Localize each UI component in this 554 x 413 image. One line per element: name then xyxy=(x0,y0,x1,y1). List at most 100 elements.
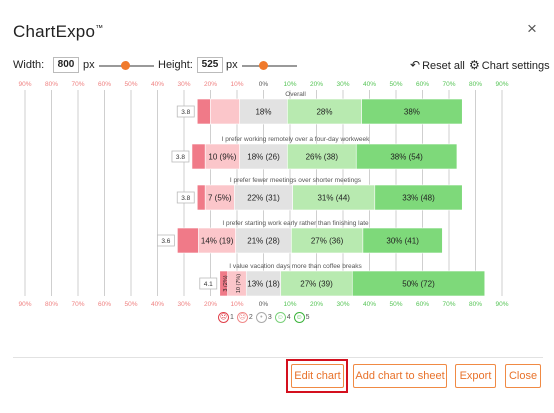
bar-label: 38% (54) xyxy=(390,153,423,162)
bar-label: 27% (36) xyxy=(311,237,344,246)
tick-label-top: 20% xyxy=(310,81,323,88)
tick-label-bottom: 50% xyxy=(389,301,402,308)
tick-label-top: 70% xyxy=(71,81,84,88)
row-title: I prefer fewer meetings over shorter mee… xyxy=(230,177,362,184)
bar-segment-3 xyxy=(235,227,292,254)
undo-icon: ↶ xyxy=(410,58,421,72)
legend-face-icon: ☺ xyxy=(274,312,286,323)
bar-segment-3 xyxy=(239,143,288,170)
height-slider-handle[interactable] xyxy=(259,61,268,70)
legend-face-icon: ☺ xyxy=(293,312,305,323)
bar-segment-5 xyxy=(361,98,463,125)
avg-box xyxy=(176,105,195,118)
height-slider[interactable] xyxy=(242,61,297,70)
row-title: I value vacation days more than coffee b… xyxy=(229,263,362,270)
trademark: ™ xyxy=(95,23,104,33)
bar-segment-1 xyxy=(196,98,211,125)
close-icon[interactable]: × xyxy=(527,19,537,38)
bar-segment-4 xyxy=(291,227,364,254)
tick-label-top: 70% xyxy=(442,81,455,88)
tick-label-top: 90% xyxy=(18,81,31,88)
height-unit: px xyxy=(226,59,238,71)
bar-label: 22% (31) xyxy=(247,194,280,203)
bar-segment-5 xyxy=(355,143,458,170)
row-title: I prefer starting work early rather than… xyxy=(222,220,369,227)
tick-label-top: 0% xyxy=(259,81,269,88)
bar-segment-4 xyxy=(287,98,362,125)
height-input[interactable]: 525 xyxy=(197,57,223,73)
tick-label-bottom: 90% xyxy=(18,301,31,308)
bar-segment-5 xyxy=(351,270,486,297)
bar-label: 18% xyxy=(255,108,271,117)
bar-segment-5 xyxy=(362,227,443,254)
tick-label-top: 20% xyxy=(204,81,217,88)
bar-label: 33% (48) xyxy=(402,194,435,203)
bar-label: 50% (72) xyxy=(402,280,435,289)
bar-label: 10 (9%) xyxy=(208,153,236,162)
tick-label-bottom: 80% xyxy=(45,301,58,308)
bar-segment-4 xyxy=(280,270,353,297)
bar-segment-3 xyxy=(239,98,288,125)
app-title: ChartExpo™ xyxy=(13,22,103,42)
bar-label: 30% (41) xyxy=(386,237,419,246)
avg-value: 3.8 xyxy=(181,195,190,202)
tick-label-bottom: 60% xyxy=(416,301,429,308)
chart-settings-button[interactable]: ⚙ Chart settings xyxy=(469,58,550,72)
export-button[interactable]: Export xyxy=(455,364,496,388)
chart-settings-label: Chart settings xyxy=(481,60,550,72)
footer-divider xyxy=(13,357,543,358)
avg-value: 3.8 xyxy=(176,154,185,161)
tick-label-top: 60% xyxy=(416,81,429,88)
tick-label-top: 40% xyxy=(363,81,376,88)
avg-value: 4.1 xyxy=(204,281,213,288)
width-slider[interactable] xyxy=(99,61,154,70)
sliders-icon: ⚙ xyxy=(469,58,480,72)
legend-face-icon: ☹ xyxy=(236,312,248,323)
reset-all-button[interactable]: ↶ Reset all xyxy=(410,58,465,72)
bar-segment-4 xyxy=(292,184,376,211)
avg-value: 3.8 xyxy=(181,109,190,116)
tick-label-bottom: 10% xyxy=(283,301,296,308)
row-title: I prefer working remotely over a four-da… xyxy=(222,136,371,143)
legend-label: 4 xyxy=(286,314,291,321)
tick-label-bottom: 80% xyxy=(469,301,482,308)
edit-chart-highlight xyxy=(286,359,348,393)
legend-label: 3 xyxy=(267,314,272,321)
bar-segment-1 xyxy=(177,227,199,254)
tick-label-bottom: 90% xyxy=(495,301,508,308)
bar-label: 13% (18) xyxy=(247,280,280,289)
tick-label-top: 10% xyxy=(283,81,296,88)
avg-box xyxy=(199,277,218,290)
tick-label-top: 90% xyxy=(495,81,508,88)
tick-label-top: 30% xyxy=(336,81,349,88)
tick-label-bottom: 70% xyxy=(442,301,455,308)
bar-label: 18% (26) xyxy=(247,153,280,162)
tick-label-bottom: 10% xyxy=(230,301,243,308)
tick-label-bottom: 70% xyxy=(71,301,84,308)
tick-label-top: 60% xyxy=(98,81,111,88)
tick-label-bottom: 0% xyxy=(259,301,269,308)
bar-segment-2 xyxy=(210,98,240,125)
width-unit: px xyxy=(83,59,95,71)
tick-label-top: 80% xyxy=(45,81,58,88)
tick-label-bottom: 30% xyxy=(336,301,349,308)
add-chart-to-sheet-button[interactable]: Add chart to sheet xyxy=(353,364,447,388)
width-input[interactable]: 800 xyxy=(53,57,79,73)
bar-label: 10 (7%) xyxy=(236,274,242,293)
likert-chart-svg: 90% 90% 80% 80% 70% 70% 60% 60% 50% 50% 40% 40% 30% 3… xyxy=(18,81,508,308)
tick-label-bottom: 40% xyxy=(151,301,164,308)
width-slider-handle[interactable] xyxy=(121,61,130,70)
legend-label: 2 xyxy=(248,314,253,321)
tick-label-bottom: 60% xyxy=(98,301,111,308)
bar-label: 21% (28) xyxy=(247,237,280,246)
legend-label: 5 xyxy=(305,314,310,321)
legend-face-icon: ☹ xyxy=(218,312,229,323)
bar-label: 3 (2%) xyxy=(223,275,229,291)
avg-box xyxy=(176,191,195,204)
tick-label-top: 40% xyxy=(151,81,164,88)
bar-label: 31% (44) xyxy=(317,194,350,203)
edit-chart-button[interactable]: Edit chart xyxy=(291,364,344,388)
bar-label: 14% (19) xyxy=(201,237,234,246)
likert-chart: 90% 90% 80% 80% 70% 70% 60% 60% 50% 50% 40% 40% 30% 3… xyxy=(13,78,543,328)
close-button[interactable]: Close xyxy=(505,364,541,388)
